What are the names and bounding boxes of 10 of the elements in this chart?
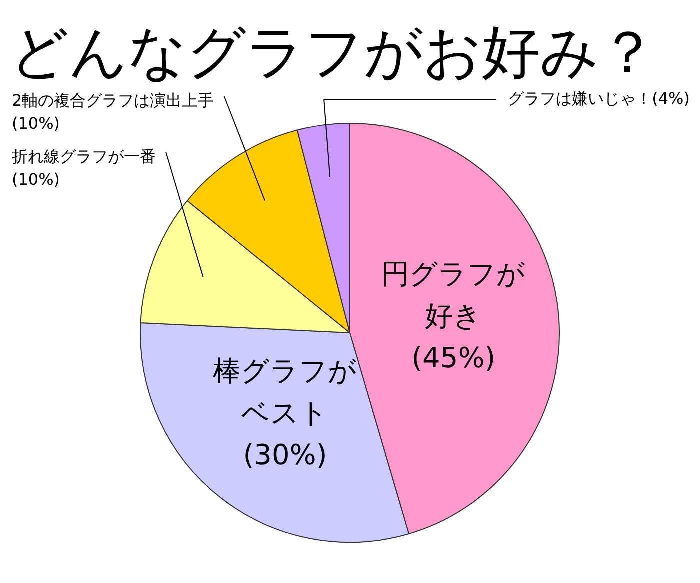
slice-label: 折れ線グラフが一番 [12,147,156,166]
slice-label: 円グラフが好き [382,257,526,332]
data-label: (45%) [412,341,496,374]
data-label: (10%) [12,170,60,190]
slice-label: 2軸の複合グラフは演出上手 [12,91,214,110]
slice-label: グラフは嫌いじゃ！(4%) [508,89,690,108]
data-label: (30%) [243,438,328,472]
chart-title: どんなグラフがお好み？ [10,18,657,86]
data-label: (10%) [12,114,60,134]
slice-label: 棒グラフがベスト [213,354,358,430]
